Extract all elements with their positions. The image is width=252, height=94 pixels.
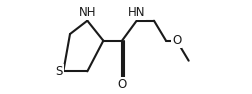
Text: HN: HN bbox=[128, 6, 145, 19]
Text: S: S bbox=[55, 65, 63, 78]
Text: NH: NH bbox=[79, 6, 96, 19]
Text: O: O bbox=[172, 34, 181, 47]
Text: O: O bbox=[117, 78, 127, 91]
